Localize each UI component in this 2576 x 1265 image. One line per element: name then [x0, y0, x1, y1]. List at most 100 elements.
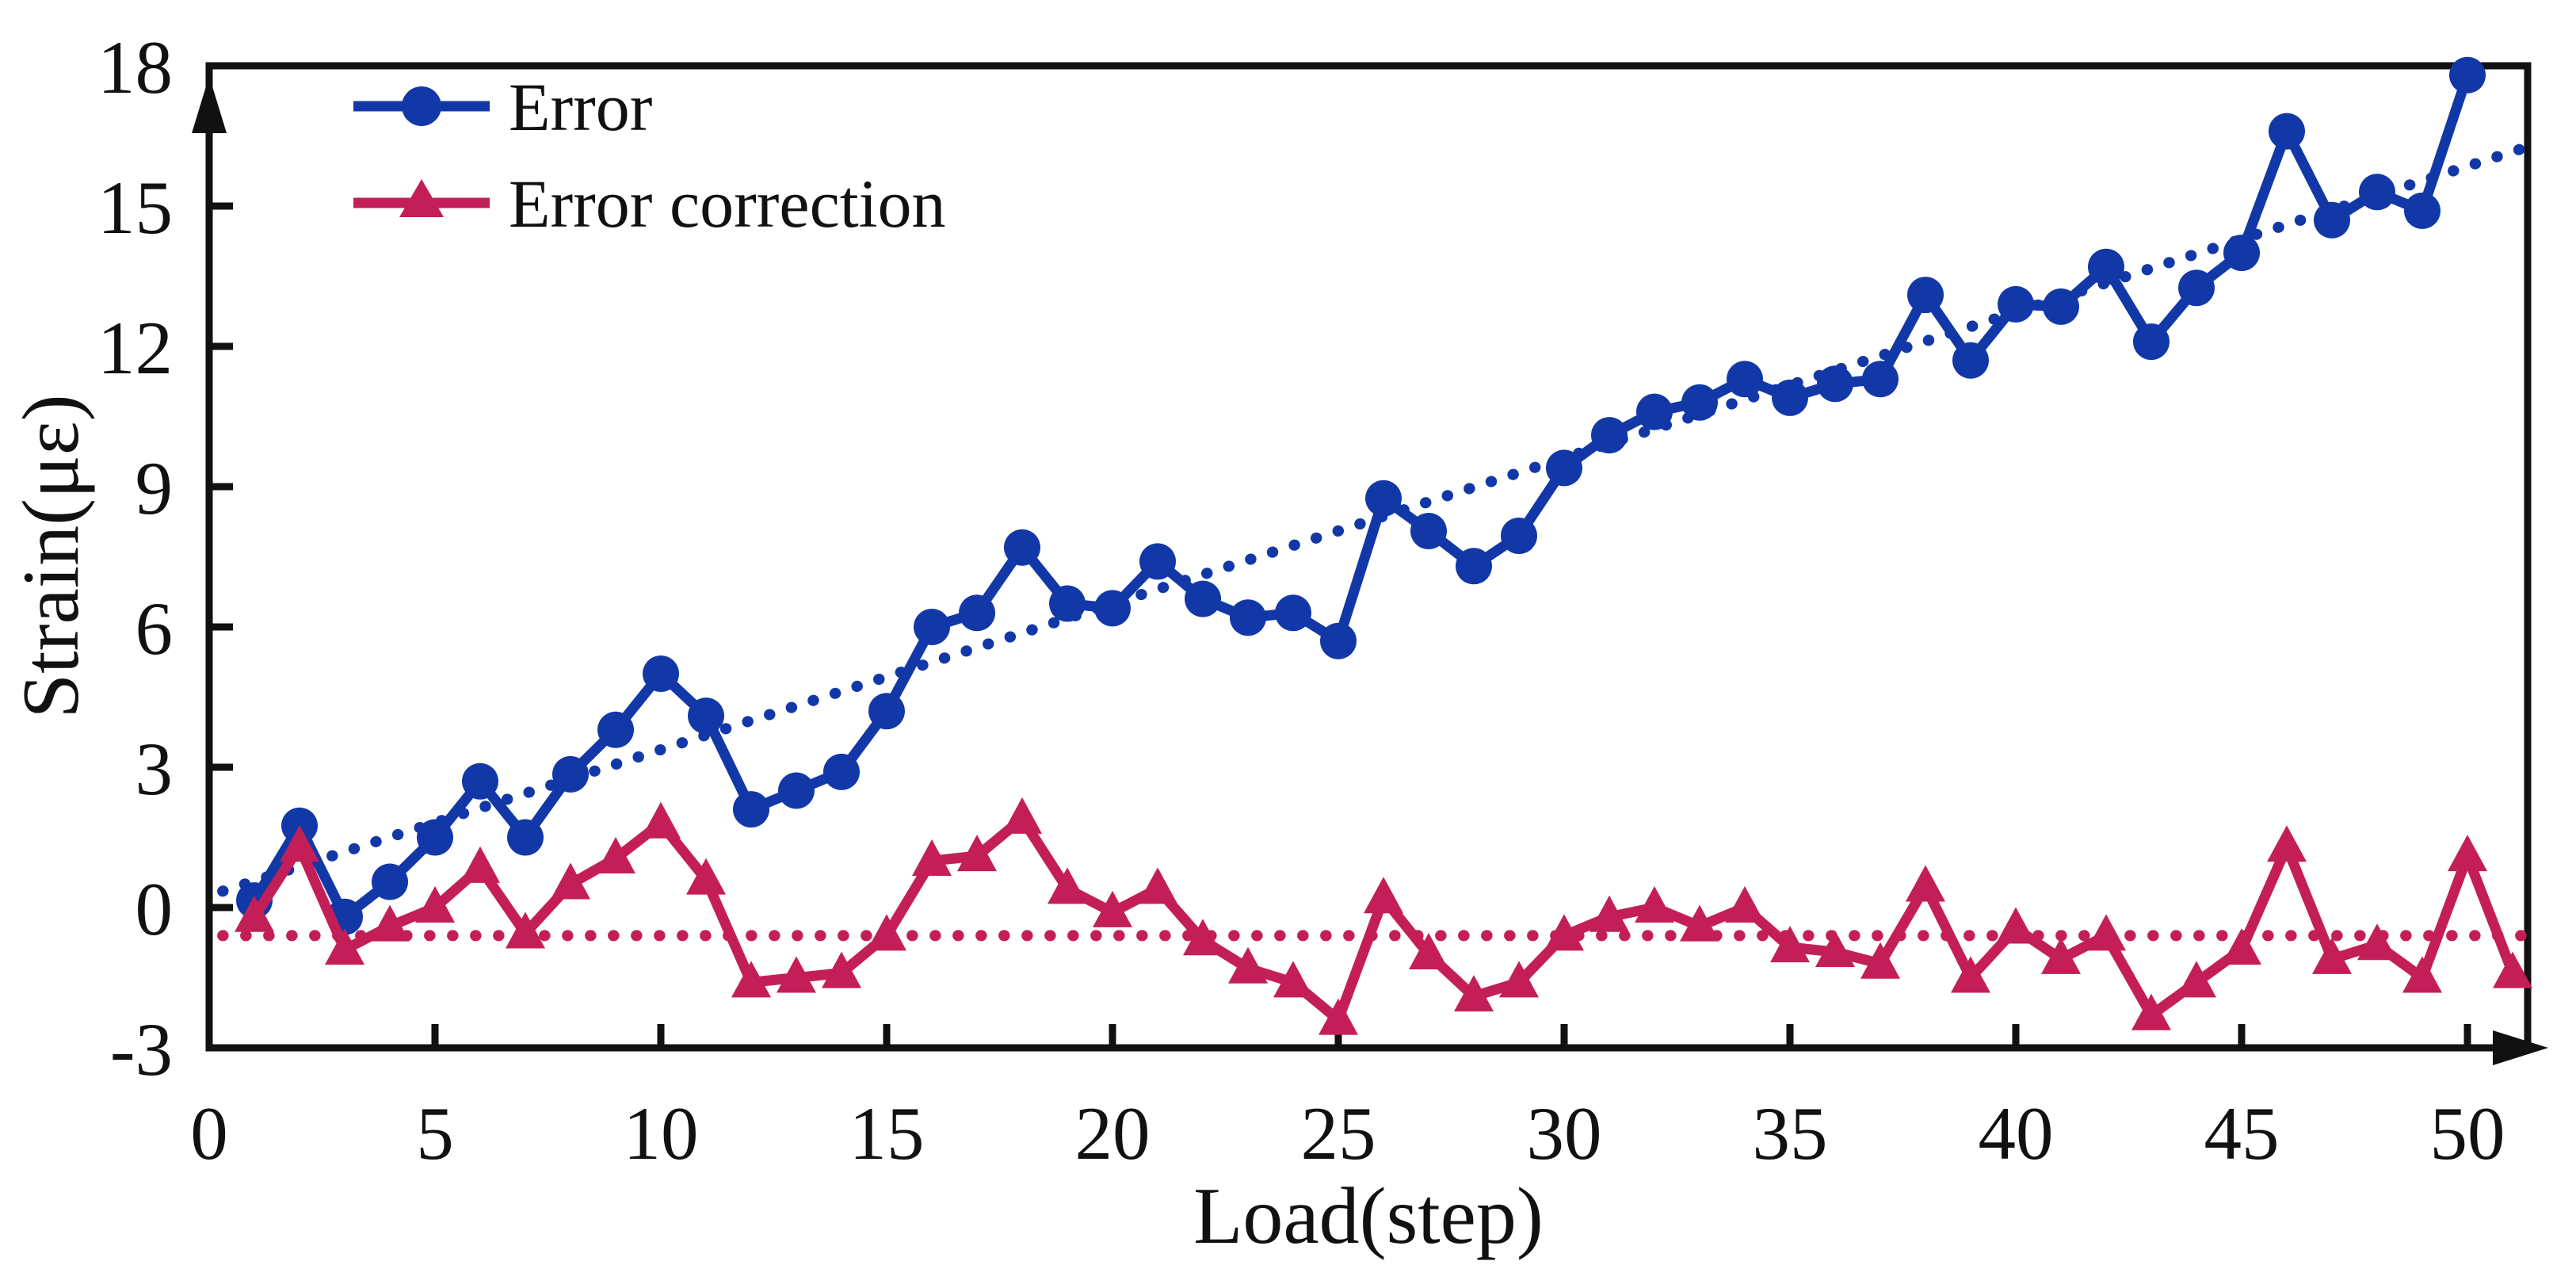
data-point-triangle — [1228, 946, 1268, 984]
data-point-triangle — [2177, 961, 2216, 998]
data-point-triangle — [2357, 923, 2397, 961]
data-point-circle — [2223, 235, 2260, 271]
y-tick-label: 0 — [135, 867, 174, 951]
data-point-triangle — [1454, 975, 1494, 1012]
data-point-circle — [823, 753, 860, 790]
data-point-circle — [1185, 580, 1221, 617]
data-point-triangle — [1635, 886, 1674, 923]
data-point-circle — [2088, 248, 2124, 285]
data-point-triangle — [280, 825, 319, 862]
y-tick-label: 12 — [97, 306, 173, 390]
data-point-triangle — [822, 951, 861, 988]
data-point-circle — [507, 819, 544, 856]
data-point-circle — [688, 697, 724, 735]
data-point-triangle — [1093, 890, 1132, 927]
data-point-triangle — [551, 862, 590, 900]
data-point-triangle — [1002, 797, 1042, 834]
data-point-circle — [1410, 513, 1447, 550]
y-tick-label: -3 — [110, 1007, 173, 1091]
x-tick-label: 15 — [849, 1091, 925, 1175]
data-point-circle — [2404, 192, 2441, 229]
data-point-circle — [1230, 599, 1266, 636]
data-point-circle — [1049, 585, 1086, 622]
data-point-circle — [372, 863, 408, 900]
x-axis-title: Load(step) — [1193, 1171, 1544, 1261]
data-point-triangle — [235, 895, 274, 932]
y-tick-label: 3 — [135, 727, 174, 811]
data-point-circle — [1320, 622, 1357, 659]
y-tick-label: 15 — [97, 166, 173, 250]
data-point-circle — [2314, 201, 2350, 239]
data-point-triangle — [1951, 956, 1990, 993]
x-tick-label: 0 — [190, 1091, 228, 1175]
data-point-triangle — [867, 914, 906, 951]
data-point-triangle — [2086, 914, 2126, 951]
data-point-circle — [2449, 56, 2486, 94]
data-point-triangle — [2222, 928, 2261, 965]
data-point-triangle — [2493, 951, 2532, 988]
data-point-circle — [1004, 529, 1040, 566]
data-point-circle — [1365, 480, 1402, 517]
data-point-triangle — [1680, 904, 1719, 942]
data-point-triangle — [1544, 914, 1584, 951]
legend: Error Error correction — [353, 69, 946, 242]
x-tick-label: 5 — [416, 1091, 454, 1175]
x-tick-label: 20 — [1075, 1091, 1151, 1175]
y-tick-label: 6 — [135, 587, 174, 671]
data-point-circle — [1094, 590, 1131, 627]
data-point-triangle — [1815, 931, 1855, 968]
data-point-triangle — [1725, 886, 1765, 923]
data-point-triangle — [1048, 867, 1087, 904]
data-point-triangle — [370, 904, 410, 942]
x-axis-arrow-icon — [2493, 1030, 2548, 1065]
data-point-triangle — [2312, 937, 2352, 974]
data-point-triangle — [325, 928, 364, 965]
data-point-triangle — [912, 839, 952, 876]
data-point-triangle — [1589, 895, 1629, 932]
data-point-circle — [1998, 285, 2034, 323]
data-point-circle — [2359, 174, 2395, 211]
data-point-triangle — [1183, 919, 1223, 956]
data-point-triangle — [415, 886, 455, 923]
data-point-circle — [417, 819, 453, 856]
data-point-circle — [733, 791, 769, 828]
data-point-triangle — [2131, 993, 2171, 1030]
data-point-triangle — [1409, 933, 1448, 969]
data-point-triangle — [957, 835, 997, 872]
data-point-triangle — [1319, 998, 1358, 1035]
data-point-circle — [1681, 384, 1718, 421]
data-point-triangle — [1860, 942, 1900, 979]
data-point-circle — [1636, 393, 1673, 430]
data-point-circle — [552, 755, 589, 793]
y-tick-label: 18 — [97, 25, 173, 109]
data-point-triangle — [460, 846, 500, 883]
data-point-circle — [1952, 342, 1989, 379]
data-point-circle — [914, 609, 950, 645]
data-point-triangle — [2402, 956, 2442, 993]
data-series — [235, 56, 2532, 1035]
x-tick-label: 35 — [1753, 1091, 1828, 1175]
legend-error-label: Error — [509, 69, 652, 145]
data-point-circle — [1907, 277, 1944, 314]
data-point-circle — [462, 762, 498, 800]
data-point-circle — [1546, 449, 1582, 487]
data-point-circle — [1275, 594, 1311, 632]
x-tick-label: 40 — [1979, 1091, 2054, 1175]
legend-error-marker — [402, 86, 441, 126]
trendlines — [217, 137, 2546, 942]
data-point-circle — [1817, 365, 1853, 403]
data-point-triangle — [506, 911, 545, 949]
data-point-triangle — [1906, 865, 1945, 902]
data-point-circle — [959, 594, 995, 632]
data-point-triangle — [2267, 825, 2307, 862]
x-tick-label: 30 — [1527, 1091, 1602, 1175]
data-point-circle — [2269, 113, 2305, 150]
legend-error-correction-label: Error correction — [509, 166, 946, 242]
data-point-triangle — [777, 956, 816, 993]
legend-error-correction-marker — [399, 179, 444, 217]
data-point-triangle — [731, 961, 771, 998]
y-tick-label: 9 — [135, 446, 174, 530]
data-point-circle — [2178, 269, 2215, 307]
